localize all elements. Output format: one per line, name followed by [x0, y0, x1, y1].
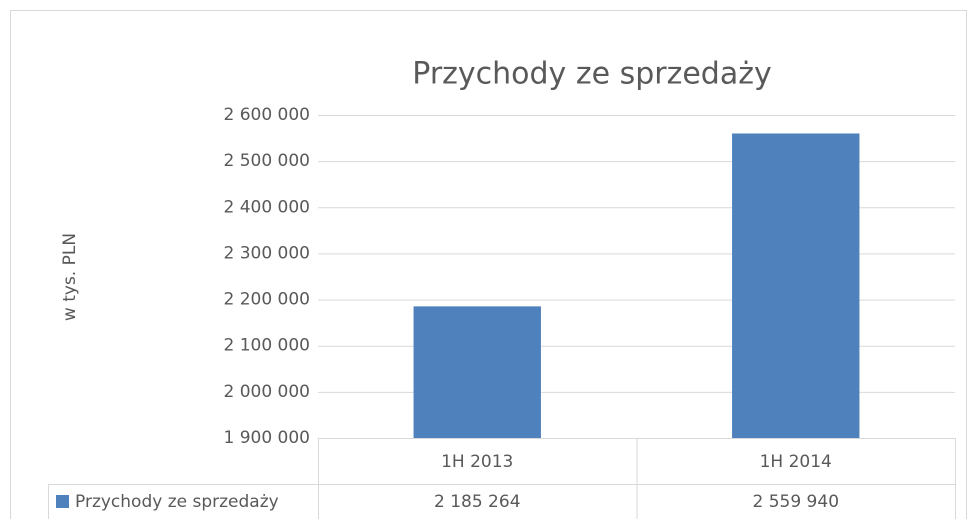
- y-tick-label: 2 400 000: [223, 197, 310, 217]
- legend-label: Przychody ze sprzedaży: [75, 492, 279, 512]
- y-tick-label: 2 500 000: [223, 151, 310, 171]
- bar: [732, 133, 860, 438]
- y-axis-label: w tys. PLN: [60, 233, 80, 321]
- y-tick-label: 1 900 000: [223, 428, 310, 448]
- table-value: 2 185 264: [434, 492, 521, 512]
- chart-title: Przychody ze sprzedaży: [412, 57, 771, 92]
- y-tick-label: 2 000 000: [223, 382, 310, 402]
- bar: [413, 306, 541, 438]
- y-tick-label: 2 100 000: [223, 336, 310, 356]
- y-tick-label: 2 300 000: [223, 243, 310, 263]
- y-tick-label: 2 200 000: [223, 290, 310, 310]
- x-tick-label: 1H 2013: [441, 452, 513, 472]
- x-tick-label: 1H 2014: [760, 452, 832, 472]
- legend-key: [56, 495, 69, 508]
- table-value: 2 559 940: [752, 492, 839, 512]
- y-tick-label: 2 600 000: [223, 105, 310, 125]
